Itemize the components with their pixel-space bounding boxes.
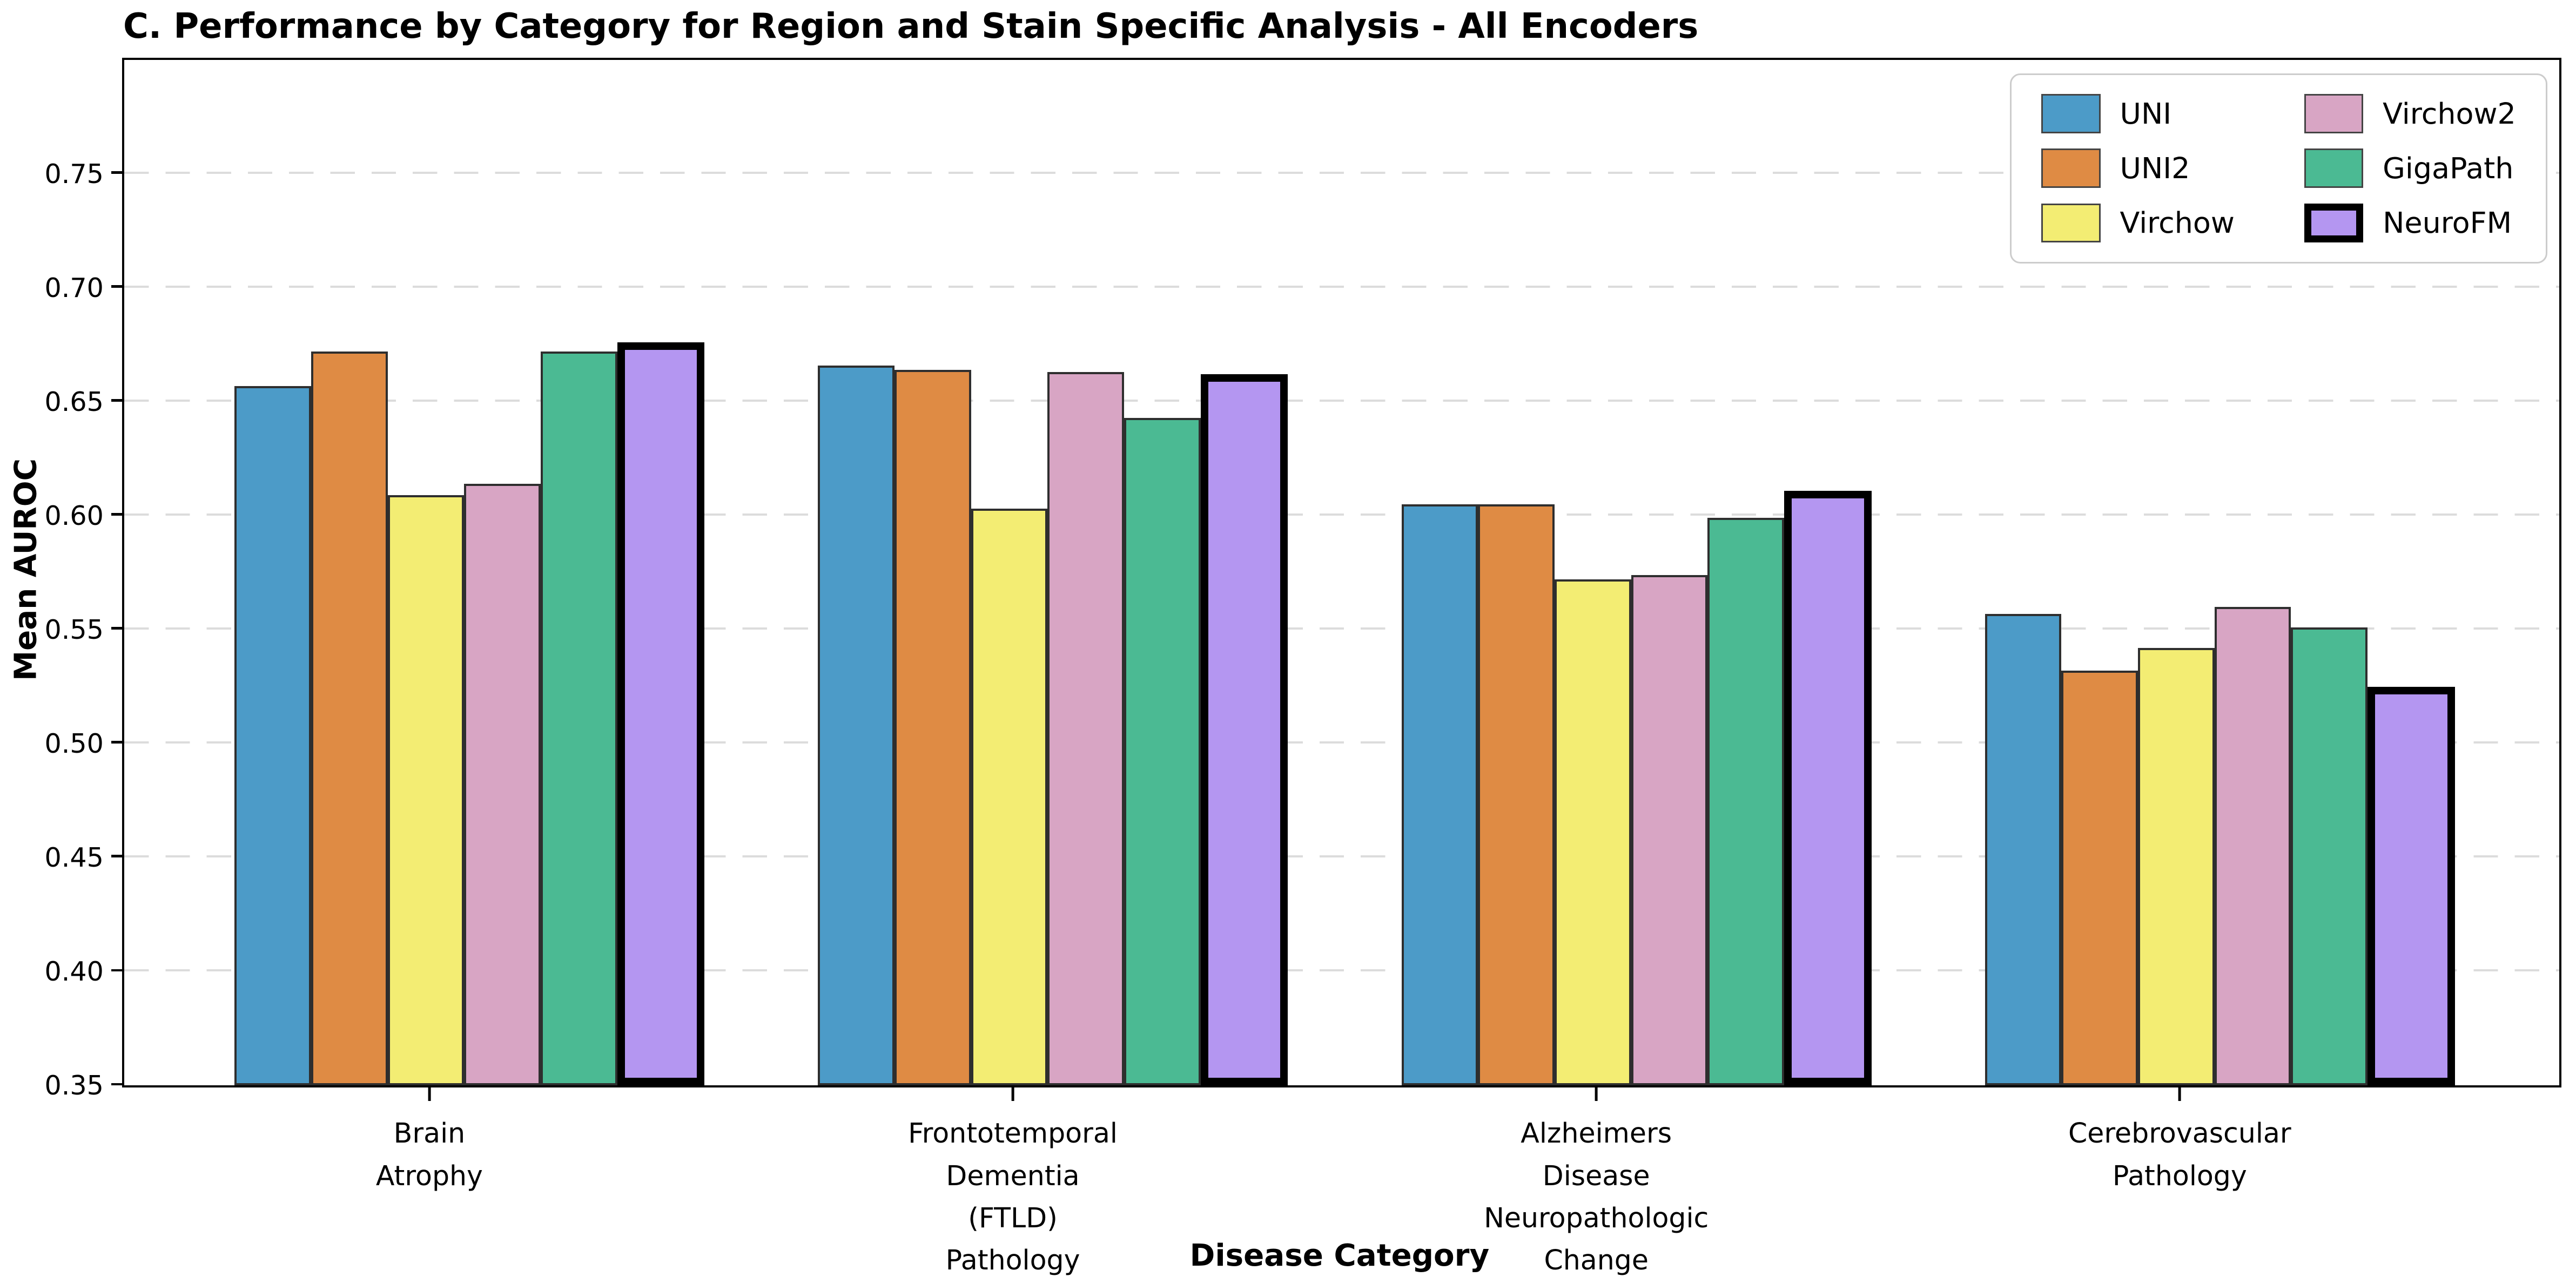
legend-label: GigaPath <box>2383 151 2514 186</box>
bar-uni2-1 <box>311 352 388 1086</box>
legend-item-uni2: UNI2 <box>2041 148 2235 188</box>
bar-uni2-4 <box>2061 671 2138 1086</box>
bar-neurofm-2 <box>1200 374 1288 1086</box>
y-tick-mark <box>111 171 125 174</box>
category-label: Frontotemporal Dementia (FTLD) Pathology <box>908 1112 1118 1277</box>
category-label-line: Neuropathologic <box>1484 1202 1709 1234</box>
category-label-line: Disease <box>1542 1159 1650 1192</box>
legend-item-neurofm: NeuroFM <box>2304 203 2516 243</box>
category-label-line: Pathology <box>2112 1159 2247 1192</box>
bar-uni-2 <box>818 365 895 1086</box>
y-tick-mark <box>111 399 125 402</box>
y-tick-label: 0.65 <box>44 386 104 418</box>
gridline <box>124 855 2560 858</box>
gridline <box>124 399 2560 402</box>
x-tick-mark <box>1595 1085 1598 1101</box>
y-tick-mark <box>111 513 125 516</box>
y-tick-mark <box>111 855 125 858</box>
gridline <box>124 285 2560 288</box>
bar-virchow-3 <box>1554 579 1631 1086</box>
category-label-line: Dementia <box>946 1159 1080 1192</box>
y-tick-mark <box>111 285 125 288</box>
y-tick-mark <box>111 1083 125 1086</box>
legend-label: UNI <box>2120 97 2172 131</box>
chart-title: C. Performance by Category for Region an… <box>123 6 1699 46</box>
legend-swatch-uni <box>2041 94 2101 133</box>
bar-neurofm-3 <box>1784 490 1872 1086</box>
legend-item-gigapath: GigaPath <box>2304 148 2516 188</box>
x-tick-mark <box>1011 1085 1014 1101</box>
y-tick-mark <box>111 741 125 744</box>
y-axis-label: Mean AUROC <box>8 458 44 681</box>
legend-swatch-virchow <box>2041 203 2101 243</box>
y-tick-label: 0.60 <box>44 500 104 532</box>
legend-label: Virchow2 <box>2383 97 2516 131</box>
gridline <box>124 171 2560 174</box>
bar-group <box>818 60 1288 1086</box>
y-tick-label: 0.40 <box>44 956 104 988</box>
bar-virchow2-4 <box>2214 606 2291 1086</box>
bar-gigapath-2 <box>1124 417 1201 1086</box>
bar-group <box>234 60 705 1086</box>
category-label-line: Change <box>1544 1244 1649 1276</box>
category-label-line: Alzheimers <box>1521 1117 1672 1150</box>
bar-gigapath-1 <box>540 352 617 1086</box>
y-tick-label: 0.70 <box>44 272 104 303</box>
legend-label: UNI2 <box>2120 151 2190 186</box>
bar-group <box>1985 60 2455 1086</box>
y-tick-mark <box>111 627 125 630</box>
bar-uni-3 <box>1401 504 1478 1086</box>
bar-virchow-2 <box>971 509 1048 1086</box>
x-axis-label: Disease Category <box>1189 1238 1490 1274</box>
y-tick-label: 0.45 <box>44 842 104 874</box>
bar-uni2-2 <box>894 369 971 1086</box>
bar-group <box>1401 60 1872 1086</box>
category-label: Alzheimers Disease Neuropathologic Change <box>1484 1112 1709 1277</box>
category-label-line: Cerebrovascular <box>2068 1117 2291 1150</box>
category-label-line: Atrophy <box>375 1159 483 1192</box>
gridline <box>124 627 2560 630</box>
gridline <box>124 513 2560 516</box>
bar-neurofm-4 <box>2368 686 2455 1086</box>
gridline <box>124 969 2560 972</box>
bar-virchow-4 <box>2138 647 2215 1086</box>
bar-virchow2-1 <box>464 484 541 1086</box>
bar-uni-4 <box>1985 613 2062 1086</box>
bar-gigapath-3 <box>1707 518 1784 1086</box>
category-label-line: Brain <box>393 1117 466 1150</box>
legend-label: NeuroFM <box>2383 206 2512 240</box>
legend-swatch-neurofm <box>2304 203 2364 243</box>
y-tick-label: 0.75 <box>44 158 104 190</box>
y-tick-label: 0.35 <box>44 1070 104 1102</box>
category-label-line: (FTLD) <box>968 1202 1058 1234</box>
legend: UNI UNI2 Virchow Virchow2 GigaPath NeuroFM <box>2010 73 2547 263</box>
gridline <box>124 741 2560 744</box>
bar-virchow2-2 <box>1047 372 1125 1086</box>
legend-swatch-gigapath <box>2304 148 2364 188</box>
category-label-line: Frontotemporal <box>908 1117 1118 1150</box>
category-label-line: Pathology <box>945 1244 1080 1276</box>
legend-swatch-uni2 <box>2041 148 2101 188</box>
legend-swatch-virchow2 <box>2304 94 2364 133</box>
x-tick-mark <box>428 1085 431 1101</box>
plot-area: UNI UNI2 Virchow Virchow2 GigaPath NeuroFM 0.… <box>45 57 2562 1276</box>
bar-virchow2-3 <box>1631 575 1708 1086</box>
bar-virchow-1 <box>387 495 465 1086</box>
bar-uni2-3 <box>1478 504 1555 1086</box>
legend-item-virchow2: Virchow2 <box>2304 94 2516 133</box>
y-tick-mark <box>111 969 125 972</box>
category-label: Brain Atrophy <box>376 1112 483 1197</box>
legend-item-uni: UNI <box>2041 94 2235 133</box>
bar-gigapath-4 <box>2291 627 2368 1086</box>
legend-item-virchow: Virchow <box>2041 203 2235 243</box>
category-label: Cerebrovascular Pathology <box>2068 1112 2291 1197</box>
y-tick-label: 0.50 <box>44 728 104 760</box>
x-tick-mark <box>2178 1085 2181 1101</box>
bar-uni-1 <box>234 386 311 1086</box>
y-tick-label: 0.55 <box>44 614 104 646</box>
legend-label: Virchow <box>2120 206 2235 240</box>
bar-neurofm-1 <box>617 342 705 1086</box>
